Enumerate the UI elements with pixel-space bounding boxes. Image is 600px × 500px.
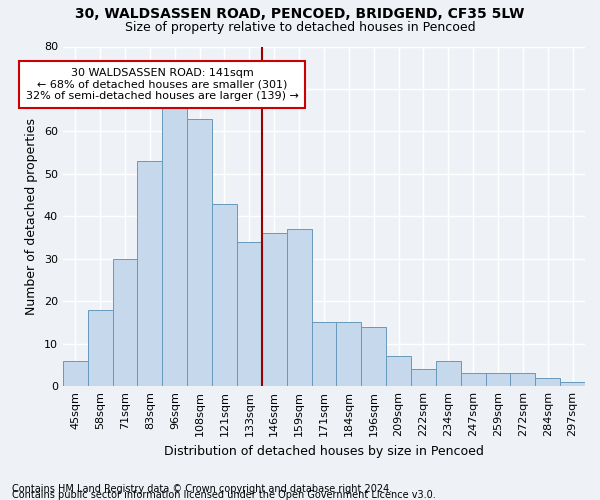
Bar [485,374,511,386]
Bar [361,326,386,386]
Bar [212,204,237,386]
Y-axis label: Number of detached properties: Number of detached properties [25,118,38,315]
Bar [535,378,560,386]
Bar [262,234,287,386]
Bar [436,360,461,386]
Bar [311,322,337,386]
Text: 30, WALDSASSEN ROAD, PENCOED, BRIDGEND, CF35 5LW: 30, WALDSASSEN ROAD, PENCOED, BRIDGEND, … [76,8,524,22]
Bar [63,360,88,386]
Bar [237,242,262,386]
Bar [560,382,585,386]
Bar [411,369,436,386]
Text: 30 WALDSASSEN ROAD: 141sqm
← 68% of detached houses are smaller (301)
32% of sem: 30 WALDSASSEN ROAD: 141sqm ← 68% of deta… [26,68,299,101]
Bar [187,118,212,386]
Bar [511,374,535,386]
Text: Size of property relative to detached houses in Pencoed: Size of property relative to detached ho… [125,21,475,34]
Text: Contains HM Land Registry data © Crown copyright and database right 2024.: Contains HM Land Registry data © Crown c… [12,484,392,494]
Bar [88,310,113,386]
Bar [461,374,485,386]
Bar [287,229,311,386]
X-axis label: Distribution of detached houses by size in Pencoed: Distribution of detached houses by size … [164,444,484,458]
Bar [113,259,137,386]
Bar [337,322,361,386]
Bar [386,356,411,386]
Bar [163,106,187,386]
Text: Contains public sector information licensed under the Open Government Licence v3: Contains public sector information licen… [12,490,436,500]
Bar [137,161,163,386]
